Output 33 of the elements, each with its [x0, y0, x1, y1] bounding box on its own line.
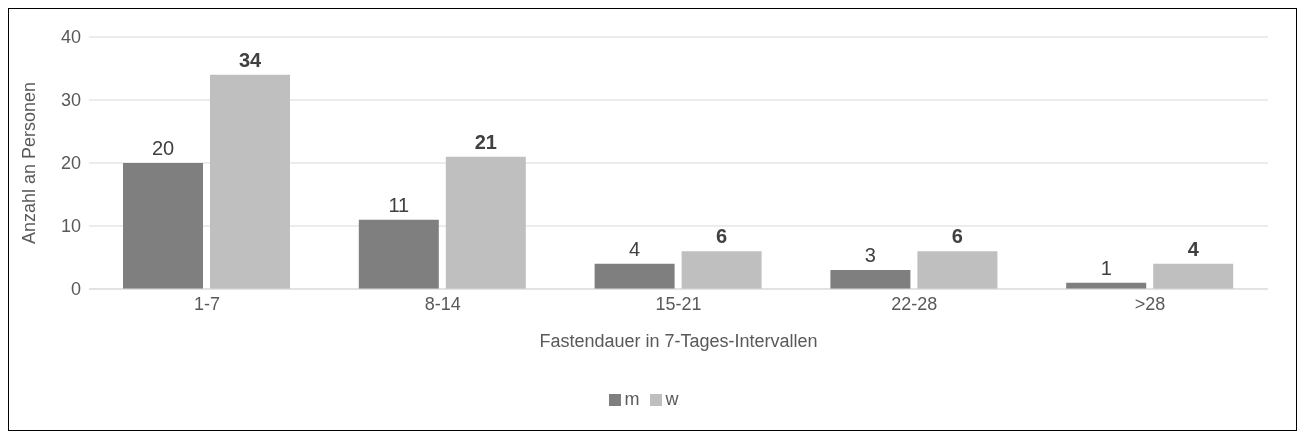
- data-label: 6: [951, 225, 963, 248]
- x-axis-title: Fastendauer in 7-Tages-Intervallen: [539, 331, 818, 351]
- data-label: 21: [474, 130, 497, 153]
- x-tick-label: 15-21: [655, 293, 702, 314]
- y-tick-label: 40: [60, 27, 81, 48]
- data-label: 1: [1100, 256, 1112, 279]
- y-tick-label: 0: [70, 279, 81, 300]
- bar: [917, 251, 998, 289]
- bar: [445, 156, 526, 289]
- bar: [210, 74, 290, 289]
- bar: [1153, 263, 1234, 289]
- y-tick-label: 10: [60, 216, 81, 237]
- y-tick-label: 20: [60, 153, 81, 174]
- bar: [358, 219, 439, 289]
- y-tick-label: 30: [60, 90, 81, 111]
- data-label: 3: [864, 244, 876, 267]
- x-tick-label: >28: [1134, 293, 1166, 314]
- x-tick-label: 8-14: [424, 293, 461, 314]
- bar: [123, 163, 203, 289]
- data-label: 20: [151, 137, 175, 159]
- data-label: 4: [629, 237, 641, 260]
- bar: [830, 270, 911, 289]
- x-tick-label: 1-7: [193, 293, 220, 314]
- x-tick-label: 22-28: [891, 293, 938, 314]
- bar: [681, 251, 762, 289]
- bar: [594, 263, 675, 289]
- data-label: 6: [716, 225, 728, 248]
- data-label: 4: [1187, 237, 1200, 260]
- data-label: 11: [388, 193, 410, 216]
- legend-label: w: [665, 389, 679, 409]
- data-label: 34: [238, 48, 262, 71]
- y-axis-title: Anzahl an Personen: [19, 81, 40, 245]
- legend-label: m: [624, 389, 640, 409]
